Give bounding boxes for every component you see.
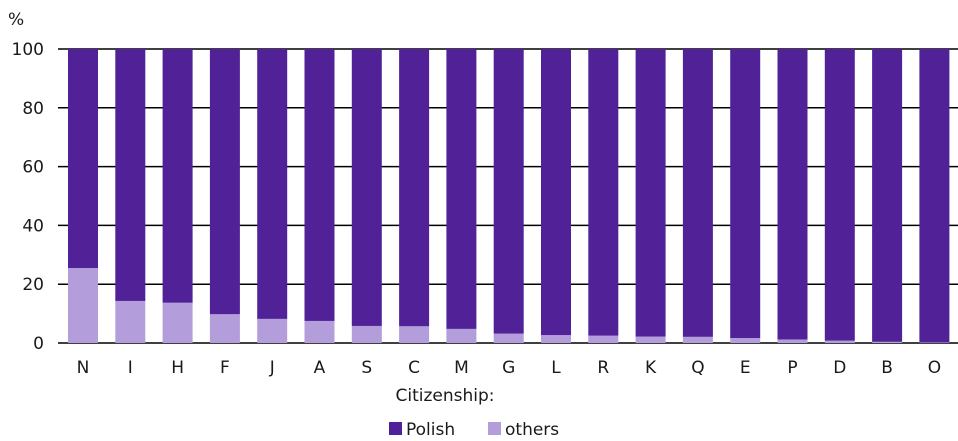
bar-polish-R [588,49,619,336]
bar-polish-H [162,49,193,303]
x-tick-label: B [881,358,893,378]
x-tick-label: H [171,358,184,378]
legend-swatch-others [488,422,501,435]
bar-others-G [493,333,524,343]
bar-polish-L [541,49,571,336]
bar-polish-G [493,49,524,334]
bar-others-N [68,268,98,343]
bar-polish-E [730,49,761,339]
bar-others-E [730,338,761,343]
y-axis-title: % [8,10,24,30]
x-tick-label: M [454,358,469,378]
bar-polish-B [872,49,903,342]
x-tick-label: G [502,358,515,378]
bar-others-B [872,341,903,343]
bar-others-I [115,300,146,343]
bar-others-A [304,320,335,343]
x-tick-label: F [220,358,230,378]
y-tick-label: 60 [22,158,44,178]
y-tick-label: 0 [33,334,44,354]
x-tick-label: P [787,358,797,378]
bar-others-R [588,335,619,343]
legend-label-others: others [505,420,559,440]
y-tick-label: 20 [22,275,44,295]
bar-others-P [777,339,808,343]
bar-polish-N [68,49,98,269]
bar-others-O [919,342,950,343]
x-tick-label: I [128,358,133,378]
x-tick-label: C [408,358,420,378]
bar-others-Q [682,336,713,343]
bars [68,49,950,343]
bar-polish-C [399,49,430,327]
bar-others-M [446,328,477,343]
x-tick-label: J [269,358,275,378]
x-tick-label: R [597,358,609,378]
bar-polish-F [209,49,240,315]
x-tick-label: N [77,358,90,378]
bar-polish-I [115,49,146,301]
x-tick-label: K [645,358,657,378]
y-tick-label: 100 [12,40,44,60]
bar-others-D [824,340,855,343]
bar-polish-S [351,49,382,326]
x-tick-label: O [928,358,941,378]
bar-polish-J [257,49,288,319]
bar-polish-A [304,49,335,321]
bar-polish-M [446,49,477,329]
bar-polish-Q [682,49,713,337]
y-tick-label: 40 [22,216,44,236]
legend: Polish others [389,420,559,440]
x-axis-title: Citizenship: [395,386,494,406]
x-tick-label: D [833,358,846,378]
bar-polish-O [919,49,950,343]
x-tick-label: Q [691,358,704,378]
legend-label-polish: Polish [406,420,455,440]
y-axis: 0 20 40 60 80 100 [12,40,44,354]
legend-swatch-polish [389,422,402,435]
x-tick-label: A [314,358,326,378]
y-tick-label: 80 [22,99,44,119]
bar-polish-K [635,49,666,337]
x-tick-label: S [361,358,372,378]
x-tick-label: E [740,358,751,378]
bar-others-S [351,325,382,343]
bar-others-J [257,318,288,343]
bar-others-F [209,314,240,343]
bar-others-K [635,336,666,343]
bar-others-H [162,302,193,343]
bar-others-C [399,326,430,343]
bar-polish-D [824,49,855,341]
x-tick-label: L [551,358,561,378]
bar-others-L [541,335,571,343]
bar-polish-P [777,49,808,340]
